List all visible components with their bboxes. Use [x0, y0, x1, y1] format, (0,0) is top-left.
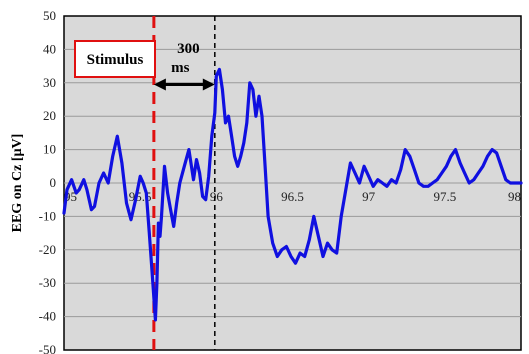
x-tick-label: 97: [362, 189, 376, 204]
interval-arrowhead-left: [153, 78, 166, 91]
eeg-series-line: [62, 67, 523, 322]
y-tick-label: 30: [43, 75, 56, 90]
stimulus-label-box: [74, 40, 156, 78]
y-tick-label: 50: [43, 8, 56, 23]
x-tick-label: 96.5: [281, 189, 304, 204]
y-tick-label: -30: [39, 275, 56, 290]
interval-label-value: 300: [177, 41, 200, 57]
interval-arrowhead-right: [202, 78, 215, 91]
x-tick-labels: 95 95.5 96 96.5 97 97.5 98: [64, 189, 521, 204]
x-tick-label: 96: [210, 189, 224, 204]
y-tick-label: 20: [43, 108, 56, 123]
y-tick-label: -40: [39, 309, 56, 324]
event-markers: [152, 16, 216, 350]
y-tick-label: -50: [39, 342, 56, 354]
x-tick-label: 98: [508, 189, 521, 204]
interval-arrow: [153, 78, 215, 91]
y-tick-label: 40: [43, 41, 56, 56]
interval-label-unit: ms: [171, 60, 189, 76]
y-tick-label: -10: [39, 208, 56, 223]
y-tick-label: 0: [50, 175, 57, 190]
x-tick-label: 97.5: [433, 189, 456, 204]
y-axis-label: EEG on Cz [µV]: [10, 134, 25, 233]
y-tick-label: 10: [43, 142, 56, 157]
y-tick-label: -20: [39, 242, 56, 257]
stimulus-label: Stimulus: [87, 52, 144, 68]
y-tick-labels: 50 40 30 20 10 0 -10 -20 -30 -40 -50: [39, 8, 56, 354]
